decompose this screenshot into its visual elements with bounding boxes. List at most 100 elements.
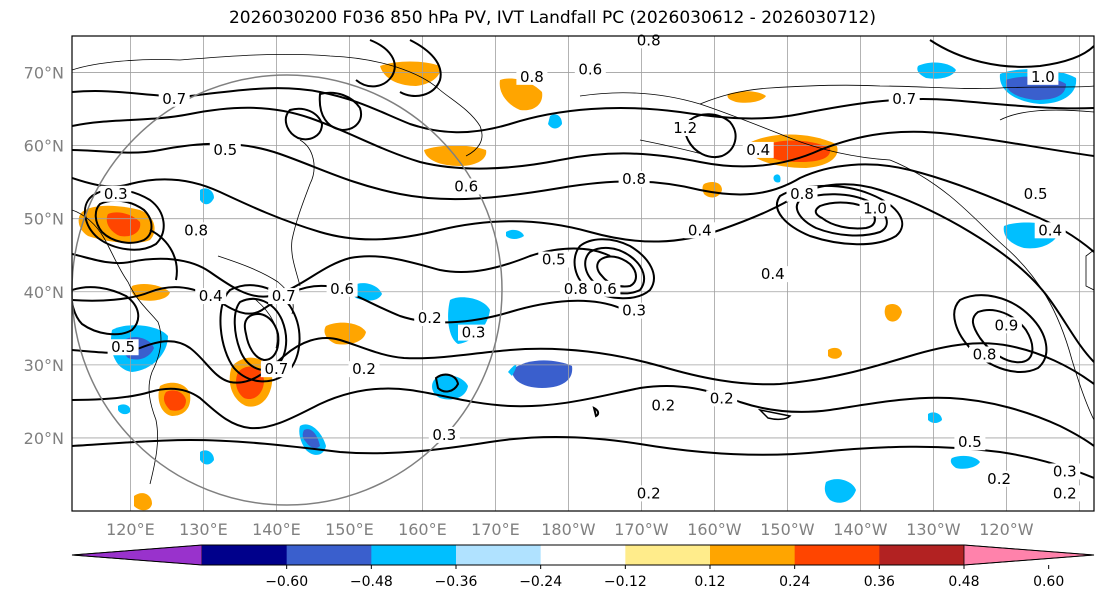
- colorbar-segment: [879, 545, 965, 565]
- contour-label: 0.2: [637, 484, 661, 502]
- longitude-label: 180°W: [541, 520, 596, 539]
- colorbar-tick-label: 0.12: [694, 574, 725, 590]
- contour-label-bg: [209, 141, 241, 158]
- contour-label-bg: [742, 141, 774, 158]
- contour-label-bg: [633, 485, 665, 502]
- contour-label: 0.4: [199, 287, 223, 305]
- contour-label: 1.2: [673, 119, 697, 137]
- colorbar-tick-label: 0.48: [948, 574, 979, 590]
- contour-label: 0.7: [892, 90, 916, 108]
- contour-label: 0.2: [418, 309, 442, 327]
- contour-label-bg: [618, 302, 650, 319]
- colorbar-segment: [456, 545, 542, 565]
- pv-contours: [72, 39, 1094, 479]
- contour-label: 0.2: [352, 360, 376, 378]
- contour-label: 0.8: [973, 346, 997, 364]
- colorbar-segment: [710, 545, 796, 565]
- contour-label: 0.4: [1038, 221, 1062, 239]
- colorbar-segment: [202, 545, 288, 565]
- longitude-label: 120°E: [106, 520, 155, 539]
- longitude-label: 160°W: [687, 520, 742, 539]
- longitude-label: 170°E: [471, 520, 520, 539]
- contour-label: 0.8: [790, 185, 814, 203]
- contour-label-bg: [647, 397, 679, 414]
- colorbar-tick-label: −0.12: [604, 574, 647, 590]
- pv-shade-cyan: [548, 114, 562, 129]
- colorbar-tick-label: −0.36: [435, 574, 478, 590]
- contour-label: 0.9: [994, 316, 1018, 334]
- contour-label: 0.8: [184, 221, 208, 239]
- pv-shade-cyan: [118, 404, 131, 415]
- contour-label-bg: [348, 361, 380, 378]
- contour-label-bg: [684, 222, 716, 239]
- colorbar-tick-label: −0.24: [519, 574, 562, 590]
- pv-shade-cyan: [508, 364, 517, 376]
- contour-label: 0.3: [104, 185, 128, 203]
- latitude-labels: 70°N 60°N 50°N 40°N 30°N 20°N: [24, 64, 64, 448]
- contour-label-bg: [538, 251, 570, 268]
- contour-label-bg: [786, 185, 818, 202]
- contour-label-bg: [757, 266, 789, 283]
- contour-label: 0.5: [1024, 185, 1048, 203]
- latitude-label: 20°N: [24, 429, 64, 448]
- contour-label: 0.4: [746, 141, 770, 159]
- contour-label-bg: [983, 470, 1015, 487]
- contour-label-bg: [1027, 68, 1059, 85]
- contour-label: 0.2: [651, 397, 675, 415]
- coastlines: [72, 53, 1094, 485]
- colorbar-tick-label: 0.60: [1033, 574, 1064, 590]
- contour-label: 0.3: [462, 324, 486, 342]
- contour-label-bg: [326, 280, 358, 297]
- latitude-label: 30°N: [24, 356, 64, 375]
- contour-label-bg: [589, 280, 621, 297]
- pv-shade-cyan: [928, 412, 942, 423]
- longitude-label: 130°E: [179, 520, 228, 539]
- pv-shade-cyan: [432, 375, 468, 400]
- contour-label: 0.7: [272, 287, 296, 305]
- contour-label-bg: [1020, 185, 1052, 202]
- latitude-label: 40°N: [24, 283, 64, 302]
- pv-shade-cyan: [950, 455, 980, 469]
- contour-label-bg: [954, 434, 986, 451]
- contour-label: 0.3: [622, 302, 646, 320]
- pv-shade-orange: [828, 347, 842, 359]
- contour-label-bg: [158, 90, 190, 107]
- pv-shade-cyan: [773, 174, 781, 183]
- contour-label: 0.5: [542, 251, 566, 269]
- colorbar-segment: [625, 545, 711, 565]
- colorbar-tick-label: −0.60: [265, 574, 308, 590]
- contour-label-bg: [560, 280, 592, 297]
- colorbar-outline: [71, 544, 1095, 566]
- contour-label-bg: [1049, 485, 1081, 502]
- colorbar-segment: [540, 545, 626, 565]
- map-plot-area: 0.7 0.5 0.6 0.8 0.6 0.8 1.2 0.8 0.4 0.7 1.0 1.0 0.8 0…: [71, 31, 1095, 512]
- longitude-label: 140°W: [833, 520, 888, 539]
- contour-label-bg: [458, 324, 489, 341]
- colorbar-tick-label: 0.24: [779, 574, 810, 590]
- contour-label-bg: [100, 185, 132, 202]
- contour-label-bg: [669, 120, 701, 136]
- contour-label: 0.5: [213, 141, 237, 159]
- latitude-label: 70°N: [24, 64, 64, 83]
- pv-shade-orange: [727, 91, 766, 103]
- contour-label-bg: [859, 200, 891, 217]
- contour-label-bg: [414, 310, 446, 326]
- longitude-labels: 120°E 130°E 140°E 150°E 160°E 170°E 180°W 170°W…: [106, 520, 1034, 539]
- contour-label: 0.8: [520, 68, 544, 86]
- contour-label-bg: [990, 317, 1022, 334]
- longitude-label: 170°W: [614, 520, 669, 539]
- longitude-label: 130°W: [906, 520, 961, 539]
- contour-label: 0.6: [454, 177, 478, 195]
- contour-label-bg: [268, 288, 300, 305]
- contour-label: 0.2: [710, 389, 734, 407]
- contour-label: 0.6: [593, 280, 617, 298]
- contour-label: 0.7: [162, 90, 186, 108]
- pv-shade-cyan: [824, 479, 856, 503]
- colorbar-segment: [286, 545, 372, 565]
- latitude-label: 60°N: [24, 137, 64, 156]
- longitude-label: 160°E: [398, 520, 447, 539]
- contour-label: 0.3: [432, 426, 456, 444]
- contour-label: 0.5: [958, 433, 982, 451]
- contour-label-bg: [428, 426, 460, 443]
